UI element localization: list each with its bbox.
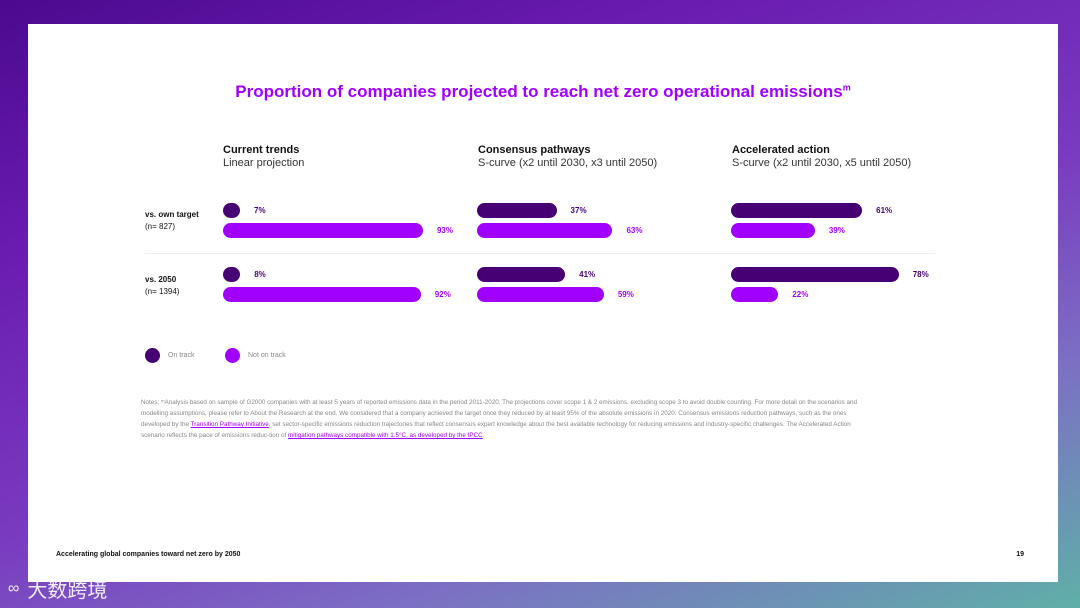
watermark-logo-icon: ∞ — [8, 579, 20, 597]
row-label-own-target: vs. own target (n= 827) — [145, 210, 199, 231]
data-label: 92% — [434, 290, 451, 299]
data-label: 7% — [254, 206, 266, 215]
legend-swatch-on-track — [145, 348, 160, 363]
data-label: 93% — [436, 226, 453, 235]
watermark: ∞ 大数跨境 — [8, 579, 108, 603]
bar-current-trends-vs-2050-on-track — [223, 267, 241, 282]
bar-current-trends-vs-own-target-not-on-track — [223, 223, 423, 238]
data-label: 59% — [617, 290, 634, 299]
column-heading: Consensus pathways — [478, 144, 591, 156]
bar-consensus-pathways-vs-2050-on-track — [477, 267, 566, 282]
legend-label: Not on track — [248, 352, 286, 359]
data-label: 78% — [912, 270, 929, 279]
data-label: 37% — [570, 206, 587, 215]
data-label: 8% — [254, 270, 266, 279]
footer-title: Accelerating global companies toward net… — [56, 551, 241, 558]
legend-label: On track — [168, 352, 195, 359]
bar-current-trends-vs-own-target-on-track — [223, 203, 240, 218]
data-label: 41% — [579, 270, 596, 279]
bar-current-trends-vs-2050-not-on-track — [223, 287, 421, 302]
data-label: 22% — [792, 290, 809, 299]
bar-consensus-pathways-vs-own-target-on-track — [477, 203, 557, 218]
bar-accelerated-action-vs-2050-not-on-track — [731, 287, 779, 302]
legend-item-not-on-track: Not on track — [225, 348, 286, 363]
bar-accelerated-action-vs-own-target-on-track — [731, 203, 863, 218]
row-label-2050: vs. 2050 (n= 1394) — [145, 275, 180, 296]
column-subheading: S-curve (x2 until 2030, x5 until 2050) — [732, 157, 912, 169]
bar-accelerated-action-vs-own-target-not-on-track — [731, 223, 815, 238]
column-header-consensus-pathways: Consensus pathways S-curve (x2 until 203… — [478, 144, 657, 169]
ipcc-pathways-link[interactable]: mitigation pathways compatible with 1.5°… — [288, 432, 483, 439]
column-heading: Accelerated action — [732, 144, 830, 156]
bar-accelerated-action-vs-2050-on-track — [731, 267, 899, 282]
bar-consensus-pathways-vs-2050-not-on-track — [477, 287, 604, 302]
chart-title: Proportion of companies projected to rea… — [235, 82, 851, 101]
data-label: 61% — [876, 206, 893, 215]
column-heading: Current trends — [223, 144, 300, 156]
data-label: 39% — [828, 226, 845, 235]
transition-pathway-link[interactable]: Transition Pathway Initiative — [190, 421, 269, 428]
column-subheading: Linear projection — [223, 157, 305, 169]
column-subheading: S-curve (x2 until 2030, x3 until 2050) — [478, 157, 658, 169]
data-label: 63% — [626, 226, 643, 235]
legend-swatch-not-on-track — [225, 348, 240, 363]
notes: Notes: ᵐAnalysis based on sample of G200… — [141, 399, 858, 439]
page-number: 19 — [1016, 551, 1024, 558]
bar-consensus-pathways-vs-own-target-not-on-track — [477, 223, 613, 238]
column-header-current-trends: Current trends Linear projection — [223, 144, 304, 169]
slide: Proportion of companies projected to rea… — [28, 24, 1058, 582]
legend-item-on-track: On track — [145, 348, 194, 363]
row-divider — [145, 253, 935, 254]
column-header-accelerated-action: Accelerated action S-curve (x2 until 203… — [732, 144, 911, 169]
